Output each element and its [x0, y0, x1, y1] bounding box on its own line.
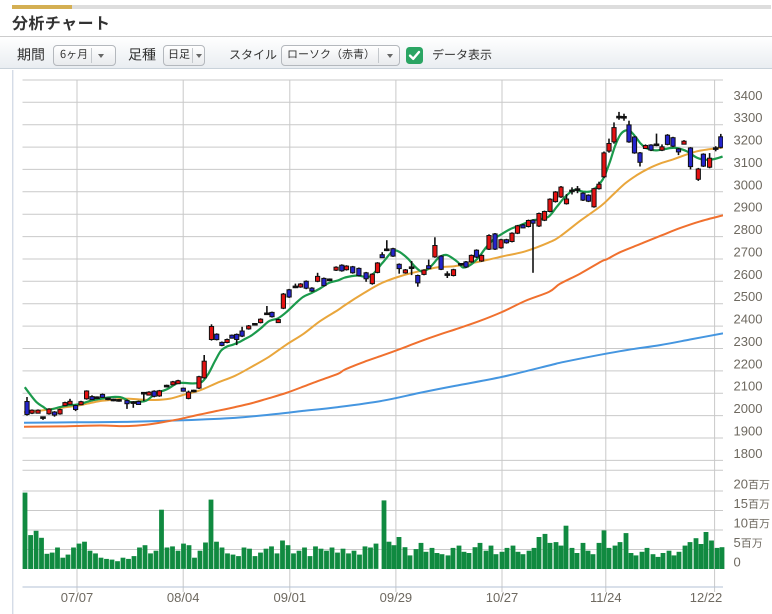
svg-text:0: 0: [734, 555, 741, 570]
svg-text:2100: 2100: [734, 379, 763, 394]
svg-text:20: 20: [734, 477, 748, 492]
svg-text:3000: 3000: [734, 177, 763, 192]
svg-text:2500: 2500: [734, 289, 763, 304]
svg-text:3400: 3400: [734, 88, 763, 103]
svg-text:2900: 2900: [734, 200, 763, 215]
svg-text:3300: 3300: [734, 110, 763, 125]
svg-text:11/24: 11/24: [590, 590, 622, 605]
svg-text:08/04: 08/04: [167, 590, 200, 605]
svg-text:1900: 1900: [734, 424, 763, 439]
svg-text:2200: 2200: [734, 356, 763, 371]
svg-text:12/22: 12/22: [690, 590, 723, 605]
svg-text:3100: 3100: [734, 155, 763, 170]
svg-text:5: 5: [734, 535, 741, 550]
svg-text:07/07: 07/07: [61, 590, 94, 605]
svg-text:10/27: 10/27: [486, 590, 519, 605]
svg-text:2800: 2800: [734, 222, 763, 237]
svg-text:10: 10: [734, 516, 748, 531]
svg-text:2600: 2600: [734, 267, 763, 282]
svg-text:09/01: 09/01: [274, 590, 307, 605]
svg-text:09/29: 09/29: [380, 590, 413, 605]
svg-text:2400: 2400: [734, 312, 763, 327]
svg-text:3200: 3200: [734, 133, 763, 148]
svg-text:1800: 1800: [734, 446, 763, 461]
svg-text:2000: 2000: [734, 401, 763, 416]
svg-text:15: 15: [734, 496, 748, 511]
svg-text:2700: 2700: [734, 245, 763, 260]
svg-text:2300: 2300: [734, 334, 763, 349]
